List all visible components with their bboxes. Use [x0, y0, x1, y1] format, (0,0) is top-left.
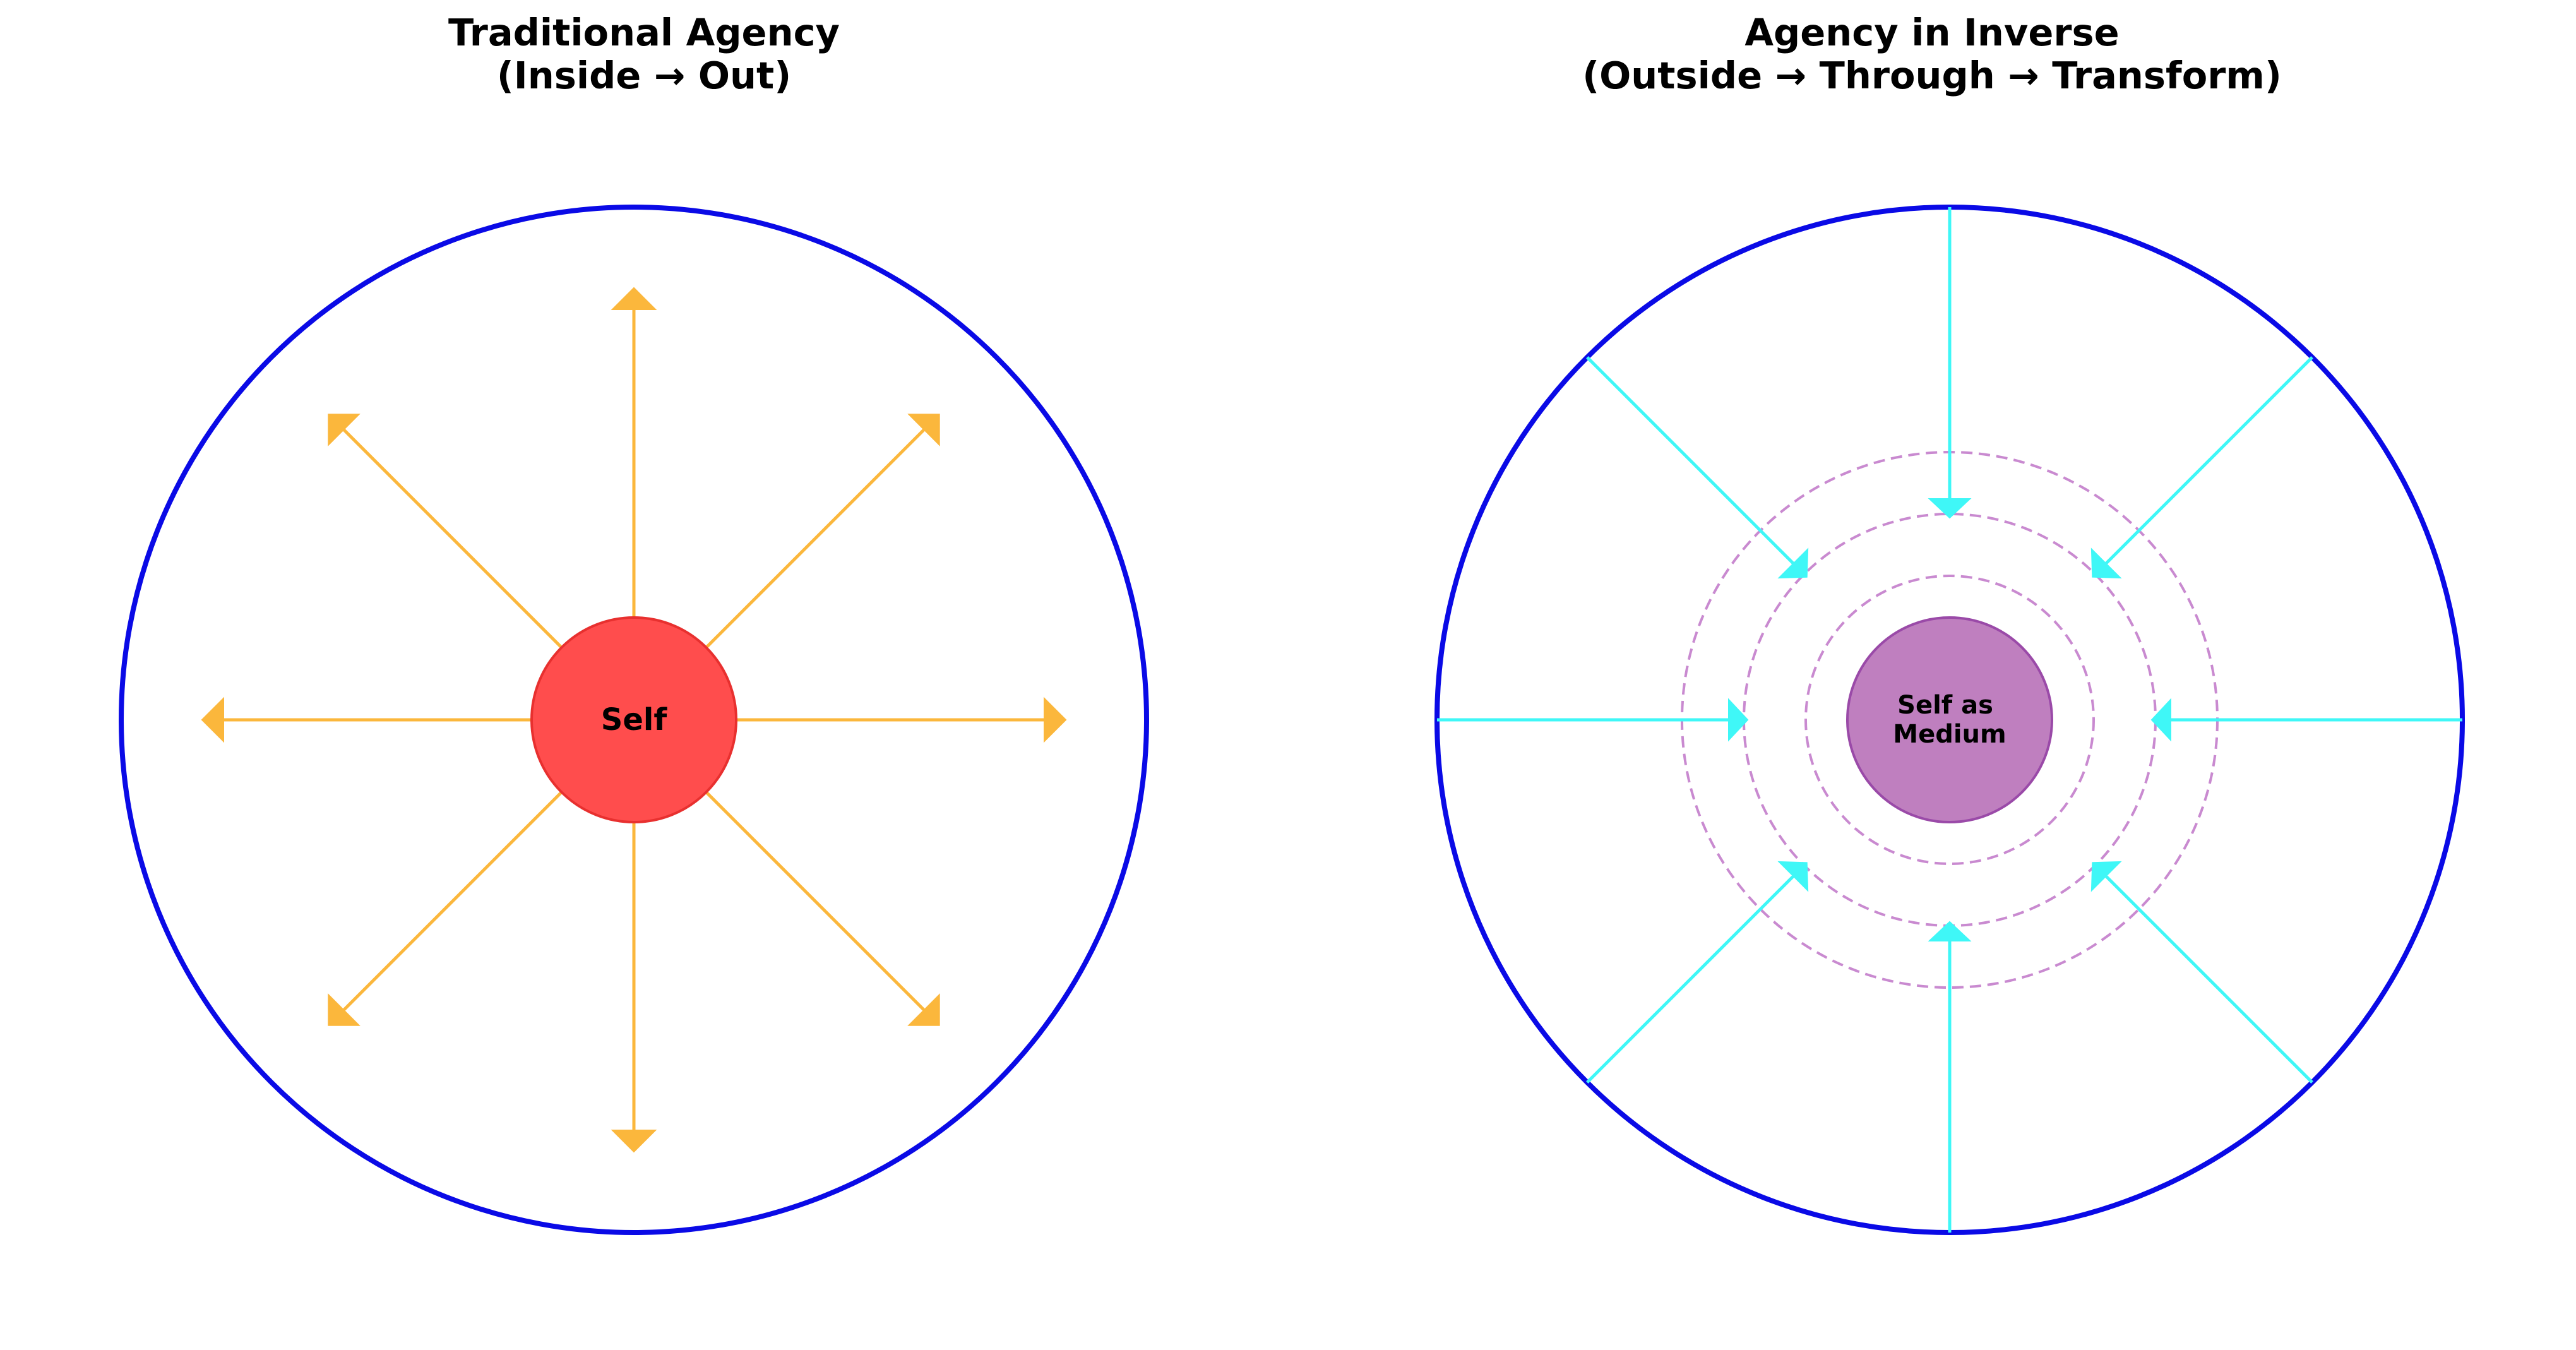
arrow-inward-icon: [1928, 921, 1972, 941]
inward-arrow-shaft: [2104, 356, 2313, 565]
self-as-medium-label-line1: Self as: [1897, 691, 1993, 720]
self-as-medium-label-line2: Medium: [1893, 720, 2006, 749]
outward-arrows: [201, 287, 1067, 1153]
arrow-outward-icon: [611, 1130, 657, 1153]
self-label: Self: [601, 702, 668, 738]
arrow-inward-icon: [1928, 498, 1972, 519]
arrow-outward-icon: [611, 287, 657, 310]
arrow-outward-icon: [1044, 696, 1067, 743]
inward-arrow-shaft: [1586, 875, 1795, 1084]
arrow-outward-icon: [201, 696, 224, 743]
right-panel-title: Agency in Inverse (Outside → Through → T…: [1288, 11, 2576, 97]
arrow-outward-icon: [907, 993, 940, 1026]
arrow-inward-icon: [2150, 698, 2171, 742]
arrow-outward-icon: [907, 414, 940, 446]
inward-arrows: [1437, 207, 2462, 1233]
inward-arrow-shaft: [2104, 875, 2313, 1084]
traditional-agency-diagram: Self: [119, 205, 1149, 1235]
arrow-inward-icon: [1728, 698, 1749, 742]
agency-in-inverse-panel: Agency in Inverse (Outside → Through → T…: [1288, 0, 2576, 1350]
traditional-agency-panel: Traditional Agency (Inside → Out) Self: [0, 11, 1288, 1235]
self-circle: [530, 616, 737, 823]
arrow-inward-icon: [2090, 547, 2122, 579]
transformation-ring: [1804, 575, 2095, 865]
agency-in-inverse-diagram: Self as Medium: [1434, 205, 2465, 1235]
right-title-line2: (Outside → Through → Transform): [1582, 54, 2282, 97]
left-title-line1: Traditional Agency: [448, 11, 840, 54]
inward-arrow-shaft: [1586, 356, 1795, 565]
arrow-inward-icon: [2090, 861, 2122, 892]
arrow-outward-icon: [328, 993, 361, 1026]
left-panel-title: Traditional Agency (Inside → Out): [0, 11, 1288, 97]
outer-boundary-circle: [119, 205, 1149, 1235]
left-title-line2: (Inside → Out): [496, 54, 792, 97]
self-as-medium-label: Self as Medium: [1893, 691, 2006, 749]
self-as-medium-circle: [1846, 616, 2053, 823]
arrow-inward-icon: [1777, 861, 1809, 892]
arrow-outward-icon: [328, 414, 361, 446]
right-title-line1: Agency in Inverse: [1744, 11, 2120, 54]
arrow-inward-icon: [1777, 547, 1809, 579]
